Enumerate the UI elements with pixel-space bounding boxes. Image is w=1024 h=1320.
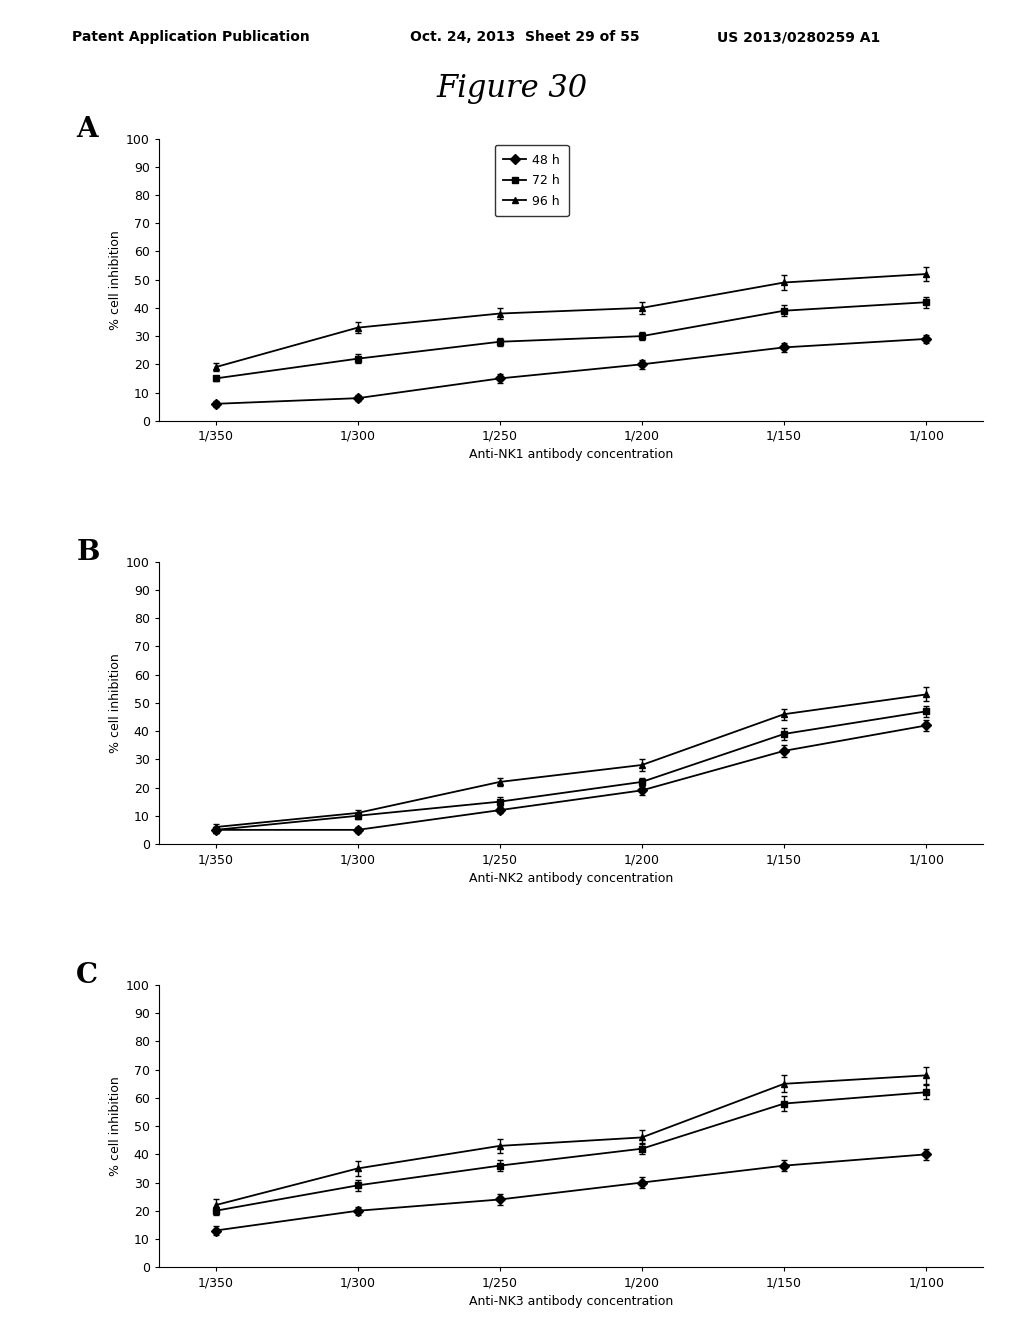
Text: Oct. 24, 2013  Sheet 29 of 55: Oct. 24, 2013 Sheet 29 of 55 [410,30,639,45]
X-axis label: Anti-NK2 antibody concentration: Anti-NK2 antibody concentration [469,871,673,884]
Text: B: B [76,540,99,566]
Text: A: A [76,116,98,143]
Y-axis label: % cell inhibition: % cell inhibition [109,1076,122,1176]
X-axis label: Anti-NK3 antibody concentration: Anti-NK3 antibody concentration [469,1295,673,1308]
X-axis label: Anti-NK1 antibody concentration: Anti-NK1 antibody concentration [469,449,673,461]
Text: C: C [76,962,98,990]
Text: Patent Application Publication: Patent Application Publication [72,30,309,45]
Y-axis label: % cell inhibition: % cell inhibition [109,230,122,330]
Legend: 48 h, 72 h, 96 h: 48 h, 72 h, 96 h [495,145,568,216]
Text: US 2013/0280259 A1: US 2013/0280259 A1 [717,30,880,45]
Y-axis label: % cell inhibition: % cell inhibition [109,653,122,752]
Text: Figure 30: Figure 30 [436,73,588,103]
